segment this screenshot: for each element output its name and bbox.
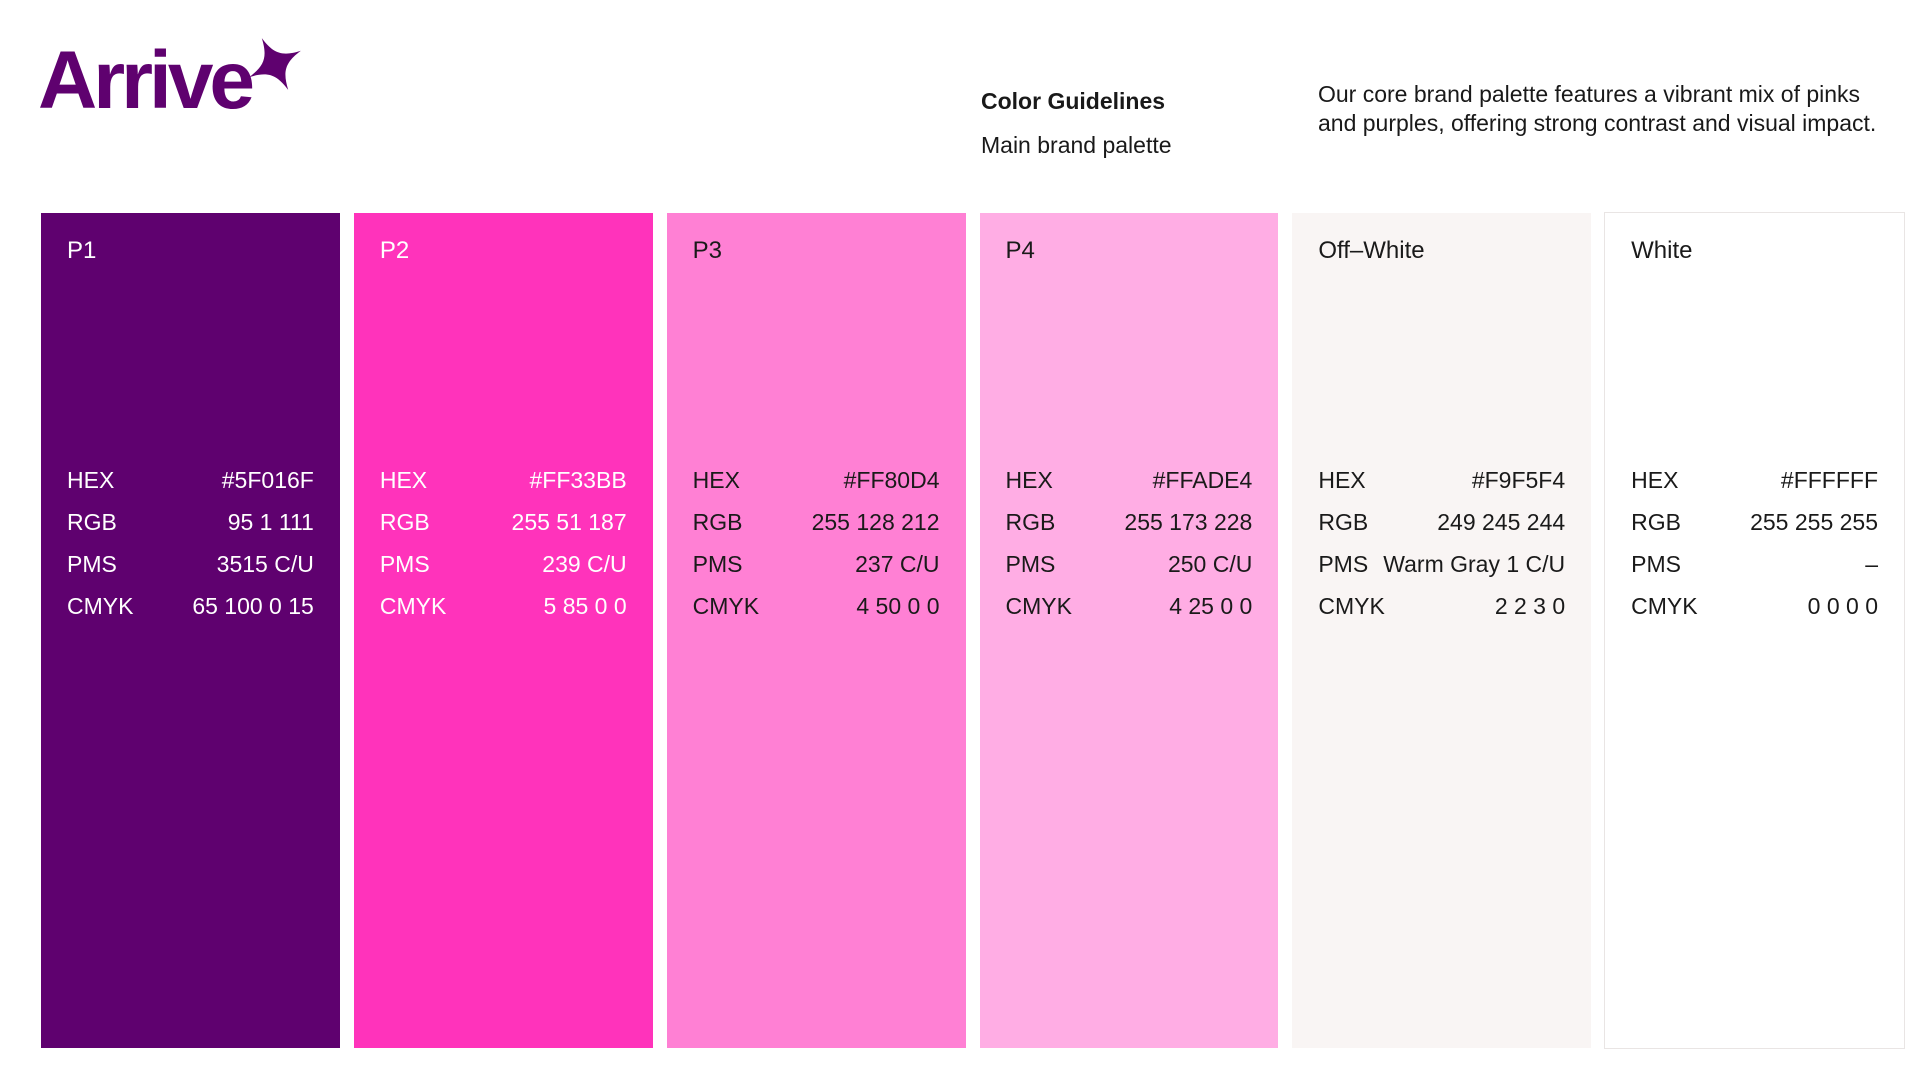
swatch-white: White HEX #FFFFFF RGB 255 255 255 PMS – … <box>1604 212 1905 1049</box>
hex-row: HEX #F9F5F4 <box>1318 459 1565 501</box>
palette-row: P1 HEX #5F016F RGB 95 1 111 PMS 3515 C/U… <box>41 212 1905 1049</box>
swatch-name: White <box>1631 237 1693 264</box>
rgb-row: RGB 255 255 255 <box>1631 501 1878 543</box>
sparkle-icon <box>249 38 301 90</box>
rgb-value: 255 255 255 <box>1750 509 1878 535</box>
arrive-logo: Arrive <box>38 35 305 126</box>
swatch-info: HEX #F9F5F4 RGB 249 245 244 PMS Warm Gra… <box>1318 459 1565 627</box>
pms-label: PMS <box>379 551 430 577</box>
palette-description: Our core brand palette features a vibran… <box>1318 81 1877 136</box>
pms-label: PMS <box>1631 551 1681 577</box>
rgb-value: 249 245 244 <box>1437 509 1566 535</box>
pms-value: 250 C/U <box>1167 551 1253 577</box>
pms-row: PMS Warm Gray 1 C/U <box>1318 543 1565 585</box>
rgb-label: RGB <box>1631 509 1681 535</box>
cmyk-value: 0 0 0 0 <box>1807 593 1878 619</box>
page-header: Arrive Color Guidelines Main brand palet… <box>0 0 1920 213</box>
pms-row: PMS 3515 C/U <box>67 543 314 585</box>
pms-value: 237 C/U <box>855 551 940 577</box>
hex-value: #FF33BB <box>529 467 627 493</box>
cmyk-row: CMYK 0 0 0 0 <box>1631 585 1878 627</box>
hex-label: HEX <box>67 467 115 493</box>
cmyk-value: 4 25 0 0 <box>1169 593 1253 619</box>
hex-value: #F9F5F4 <box>1471 467 1566 493</box>
swatch-info: HEX #FFFFFF RGB 255 255 255 PMS – CMYK 0… <box>1631 459 1878 627</box>
rgb-value: 255 173 228 <box>1124 509 1253 535</box>
cmyk-label: CMYK <box>1005 593 1072 619</box>
rgb-row: RGB 249 245 244 <box>1318 501 1565 543</box>
pms-value: 239 C/U <box>542 551 627 577</box>
hex-row: HEX #5F016F <box>67 459 314 501</box>
section-title: Color Guidelines <box>981 88 1166 114</box>
cmyk-label: CMYK <box>1318 593 1385 619</box>
rgb-value: 255 128 212 <box>811 509 940 535</box>
rgb-label: RGB <box>1005 509 1056 535</box>
swatch-name: P4 <box>1005 237 1035 264</box>
hex-value: #FFFFFF <box>1780 467 1878 493</box>
rgb-row: RGB 95 1 111 <box>67 501 314 543</box>
pms-label: PMS <box>67 551 117 577</box>
pms-value: – <box>1865 551 1878 577</box>
cmyk-value: 5 85 0 0 <box>543 593 627 619</box>
swatch-p4: P4 HEX #FFADE4 RGB 255 173 228 PMS 250 C… <box>979 213 1279 1048</box>
swatch-name: P1 <box>67 237 97 264</box>
cmyk-row: CMYK 4 25 0 0 <box>1006 585 1253 627</box>
rgb-row: RGB 255 51 187 <box>380 501 627 543</box>
arrive-logo-wordmark: Arrive <box>38 35 255 126</box>
pms-row: PMS 250 C/U <box>1006 543 1253 585</box>
swatch-off-white: Off–White HEX #F9F5F4 RGB 249 245 244 PM… <box>1292 213 1592 1048</box>
rgb-row: RGB 255 128 212 <box>693 501 940 543</box>
rgb-label: RGB <box>1318 509 1369 535</box>
rgb-label: RGB <box>67 509 117 535</box>
cmyk-label: CMYK <box>379 593 447 619</box>
swatch-info: HEX #5F016F RGB 95 1 111 PMS 3515 C/U CM… <box>67 459 314 627</box>
swatch-info: HEX #FF33BB RGB 255 51 187 PMS 239 C/U C… <box>380 459 627 627</box>
swatch-name: P3 <box>692 237 723 264</box>
hex-value: #5F016F <box>221 467 314 493</box>
cmyk-label: CMYK <box>1631 593 1698 619</box>
hex-row: HEX #FF80D4 <box>693 459 940 501</box>
pms-row: PMS 237 C/U <box>693 543 940 585</box>
hex-label: HEX <box>379 467 428 493</box>
swatch-info: HEX #FF80D4 RGB 255 128 212 PMS 237 C/U … <box>693 459 940 627</box>
cmyk-value: 65 100 0 15 <box>192 593 314 619</box>
pms-label: PMS <box>1005 551 1056 577</box>
swatch-name: Off–White <box>1318 237 1425 264</box>
pms-row: PMS – <box>1631 543 1878 585</box>
hex-label: HEX <box>1318 467 1366 493</box>
hex-label: HEX <box>1631 467 1679 493</box>
rgb-value: 95 1 111 <box>227 509 314 535</box>
swatch-p2: P2 HEX #FF33BB RGB 255 51 187 PMS 239 C/… <box>353 213 653 1048</box>
pms-value: Warm Gray 1 C/U <box>1383 551 1566 577</box>
pms-row: PMS 239 C/U <box>380 543 627 585</box>
cmyk-row: CMYK 65 100 0 15 <box>67 585 314 627</box>
section-subtitle: Main brand palette <box>981 132 1172 158</box>
swatch-p3: P3 HEX #FF80D4 RGB 255 128 212 PMS 237 C… <box>666 213 966 1048</box>
pms-value: 3515 C/U <box>216 551 314 577</box>
cmyk-row: CMYK 4 50 0 0 <box>693 585 940 627</box>
cmyk-label: CMYK <box>67 593 134 619</box>
swatch-p1: P1 HEX #5F016F RGB 95 1 111 PMS 3515 C/U… <box>41 213 340 1048</box>
cmyk-value: 2 2 3 0 <box>1494 593 1566 619</box>
hex-label: HEX <box>692 467 740 493</box>
cmyk-row: CMYK 2 2 3 0 <box>1318 585 1565 627</box>
hex-row: HEX #FFFFFF <box>1631 459 1878 501</box>
rgb-value: 255 51 187 <box>511 509 627 535</box>
cmyk-value: 4 50 0 0 <box>856 593 940 619</box>
hex-row: HEX #FF33BB <box>380 459 627 501</box>
section-head: Color Guidelines Main brand palette <box>981 88 1172 159</box>
pms-label: PMS <box>692 551 743 577</box>
cmyk-label: CMYK <box>692 593 760 619</box>
rgb-label: RGB <box>692 509 743 535</box>
hex-row: HEX #FFADE4 <box>1006 459 1253 501</box>
cmyk-row: CMYK 5 85 0 0 <box>380 585 627 627</box>
rgb-row: RGB 255 173 228 <box>1006 501 1253 543</box>
pms-label: PMS <box>1318 551 1369 577</box>
hex-value: #FF80D4 <box>843 467 940 493</box>
rgb-label: RGB <box>379 509 430 535</box>
hex-value: #FFADE4 <box>1152 467 1253 493</box>
swatch-name: P2 <box>379 237 410 264</box>
swatch-info: HEX #FFADE4 RGB 255 173 228 PMS 250 C/U … <box>1006 459 1253 627</box>
hex-label: HEX <box>1005 467 1053 493</box>
